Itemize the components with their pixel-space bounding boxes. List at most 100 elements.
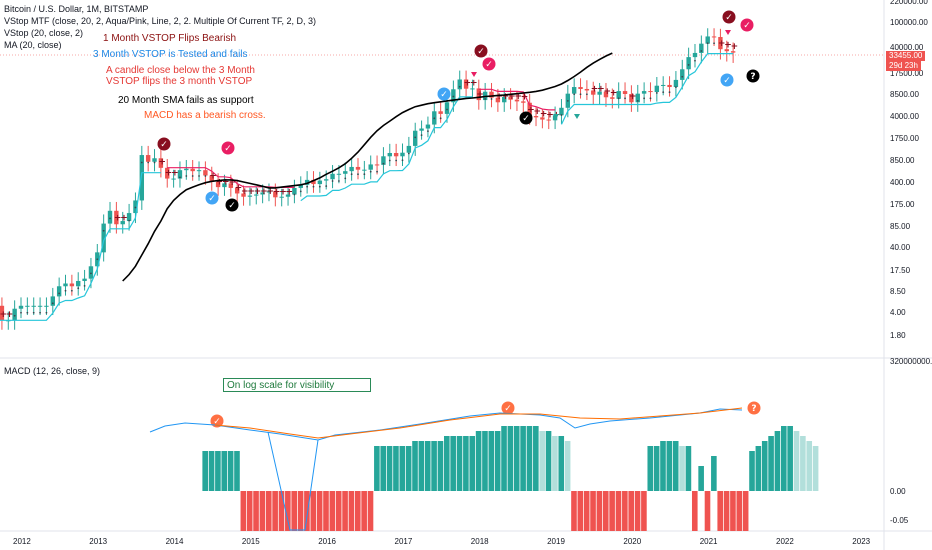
macd-histogram-bar bbox=[291, 491, 298, 531]
check-icon: ✓ bbox=[720, 73, 734, 87]
candle-body bbox=[152, 158, 157, 162]
vstop-dot-marker bbox=[694, 59, 696, 62]
candle-body bbox=[0, 305, 5, 321]
macd-histogram-bar bbox=[278, 491, 285, 531]
macd-histogram-bar bbox=[660, 441, 666, 491]
price-tick-label: 40000.00 bbox=[890, 43, 924, 52]
macd-histogram-bar bbox=[215, 451, 221, 491]
vstop-cross-marker: + bbox=[514, 92, 522, 102]
svg-text:✓: ✓ bbox=[440, 90, 448, 100]
candle-body bbox=[705, 36, 710, 44]
vstop-mtf-line bbox=[300, 96, 473, 202]
candle-body bbox=[680, 69, 685, 80]
candle-body bbox=[304, 179, 310, 185]
candle-body bbox=[56, 286, 62, 297]
time-tick-label: 2023 bbox=[852, 537, 870, 546]
candle-body bbox=[76, 280, 81, 287]
vstop-cross-marker: + bbox=[171, 168, 179, 178]
macd-histogram-bar bbox=[539, 431, 545, 491]
vstop-cross-marker: + bbox=[470, 78, 478, 88]
triangle-marker bbox=[574, 114, 580, 119]
vstop-dot-marker bbox=[102, 229, 105, 232]
macd-histogram-bar bbox=[533, 426, 539, 491]
candle-body bbox=[546, 119, 551, 121]
vstop-dot-marker bbox=[299, 190, 302, 193]
candle-body bbox=[463, 79, 469, 89]
candle-body bbox=[648, 91, 653, 93]
macd-histogram-bar bbox=[227, 451, 234, 491]
vstop-dot-marker bbox=[617, 97, 620, 100]
macd-histogram-bar bbox=[469, 436, 476, 491]
vstop-dot-marker bbox=[414, 136, 417, 139]
vstop-dot-marker bbox=[420, 134, 423, 137]
vstop-cross-marker: + bbox=[597, 84, 605, 94]
candle-body bbox=[362, 169, 367, 171]
candle-body bbox=[177, 170, 183, 179]
candle-body bbox=[184, 168, 189, 171]
macd-histogram-bar bbox=[628, 491, 634, 531]
price-tick-label: 1750.00 bbox=[890, 134, 919, 143]
svg-text:✓: ✓ bbox=[477, 47, 485, 57]
macd-histogram-bar bbox=[755, 446, 762, 491]
price-tick-label: 17.50 bbox=[890, 266, 911, 275]
macd-histogram-bar bbox=[577, 491, 584, 531]
macd-histogram-bar bbox=[641, 491, 647, 531]
macd-histogram-bar bbox=[609, 491, 615, 531]
vstop-dot-marker bbox=[458, 85, 461, 88]
svg-text:✓: ✓ bbox=[213, 417, 221, 427]
vstop-dot-marker bbox=[45, 311, 48, 314]
macd-histogram-bar bbox=[418, 441, 425, 491]
candle-body bbox=[317, 180, 323, 185]
check-icon: ✓ bbox=[225, 198, 239, 212]
macd-histogram-bar bbox=[558, 436, 565, 491]
check-icon: ✓ bbox=[157, 137, 171, 151]
vstop-dot-marker bbox=[446, 108, 448, 111]
vstop-cross-marker: + bbox=[0, 310, 7, 320]
price-tick-label: 1.80 bbox=[890, 331, 906, 340]
candle-body bbox=[44, 305, 49, 307]
vstop-dot-marker bbox=[96, 258, 99, 261]
time-tick-label: 2020 bbox=[623, 537, 641, 546]
candle-body bbox=[438, 111, 443, 114]
macd-legend: MACD (12, 26, close, 9) bbox=[4, 366, 101, 376]
sma-line bbox=[122, 52, 613, 282]
candle-body bbox=[311, 179, 316, 185]
check-icon: ✓ bbox=[437, 87, 451, 101]
vstop-dot-marker bbox=[90, 272, 92, 275]
check-icon: ✓ bbox=[210, 414, 224, 428]
vstop-dot-marker bbox=[369, 170, 372, 173]
time-tick-label: 2017 bbox=[395, 537, 413, 546]
vstop-dot-marker bbox=[338, 180, 340, 182]
candle-body bbox=[603, 91, 609, 98]
candle-body bbox=[254, 194, 259, 196]
vstop-cross-marker: + bbox=[279, 188, 287, 198]
macd-histogram-bar bbox=[685, 446, 692, 491]
price-tick-label: 100000.00 bbox=[890, 18, 928, 27]
vstop-cross-marker: + bbox=[476, 90, 484, 100]
macd-histogram-bar bbox=[736, 491, 743, 531]
macd-histogram-bar bbox=[348, 491, 355, 531]
vstop-dot-marker bbox=[407, 152, 410, 155]
svg-text:✓: ✓ bbox=[485, 60, 493, 70]
vstop-dot-marker bbox=[51, 302, 54, 305]
time-tick-label: 2021 bbox=[700, 537, 718, 546]
vstop-dot-marker bbox=[331, 180, 334, 182]
vstop-cross-marker: + bbox=[260, 187, 268, 197]
vstop-dot-marker bbox=[185, 175, 188, 177]
question-icon: ? bbox=[746, 69, 760, 83]
macd-histogram-bar bbox=[501, 426, 507, 491]
macd-line-dip bbox=[267, 431, 319, 531]
candle-body bbox=[190, 168, 195, 172]
candle-body bbox=[413, 130, 418, 146]
macd-histogram-bar bbox=[774, 431, 781, 491]
candle-body bbox=[266, 191, 272, 193]
candle-body bbox=[393, 152, 399, 157]
vstop-dot-marker bbox=[636, 100, 639, 102]
candle-body bbox=[622, 91, 628, 94]
vstop-cross-marker: + bbox=[731, 42, 739, 52]
vstop-dot-marker bbox=[204, 175, 207, 177]
candle-body bbox=[718, 37, 723, 50]
candle-body bbox=[247, 195, 253, 197]
candle-body bbox=[387, 152, 392, 157]
